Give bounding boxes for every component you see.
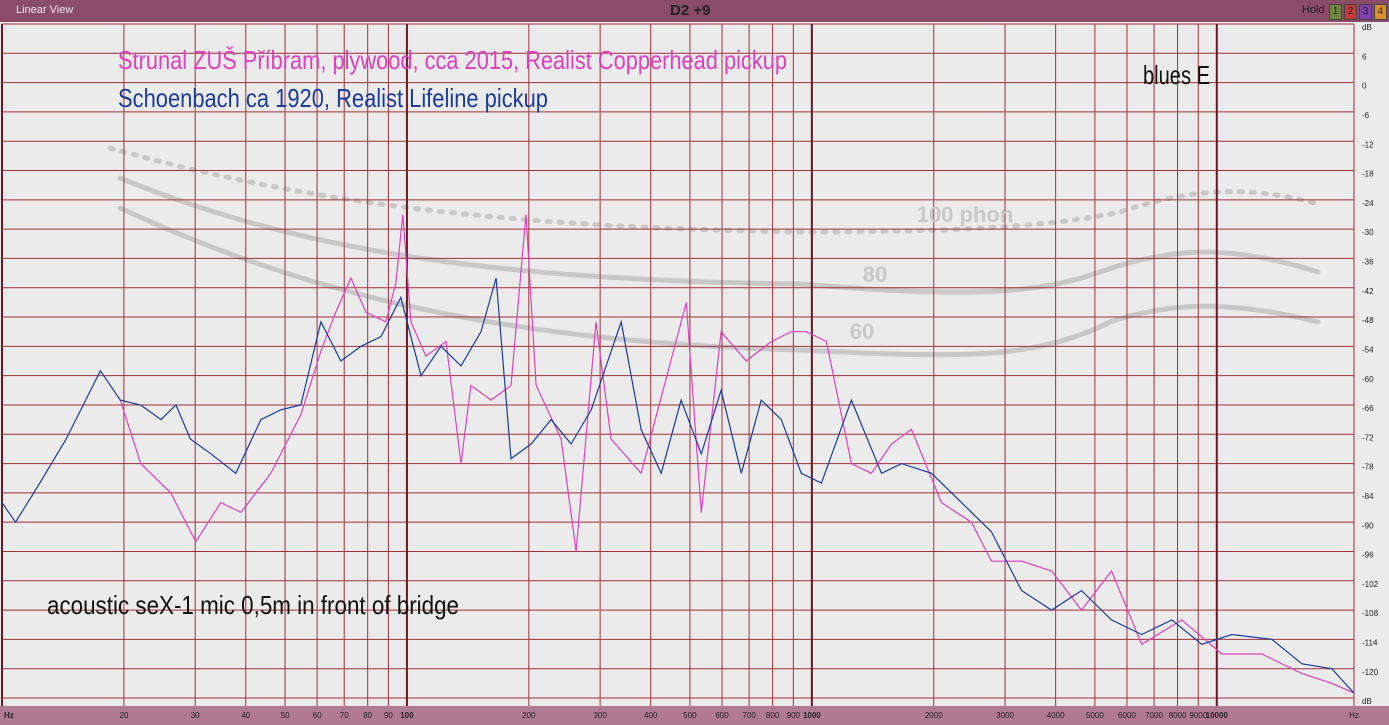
x-tick-label: 90 <box>384 711 393 720</box>
x-tick-label: 70 <box>340 711 349 720</box>
x-tick-label: Hz <box>1349 711 1359 720</box>
view-label: Linear View <box>16 4 74 16</box>
y-tick-label: -54 <box>1362 345 1374 354</box>
hold-label: Hold <box>1302 4 1325 16</box>
legend-entry: Schoenbach ca 1920, Realist Lifeline pic… <box>118 83 548 113</box>
series-line <box>1 277 1355 694</box>
y-tick-label: 0 <box>1362 82 1367 91</box>
x-tick-label: 3000 <box>996 711 1014 720</box>
x-tick-label: 200 <box>522 711 536 720</box>
x-tick-label: 100 <box>400 711 414 720</box>
toolbar: Linear View D2 +9 Hold 1 2 3 4 <box>0 0 1389 22</box>
phon-curves <box>107 145 1321 358</box>
x-tick-label: 600 <box>715 711 729 720</box>
x-tick-label: 50 <box>281 711 290 720</box>
y-tick-label: -30 <box>1362 228 1374 237</box>
y-tick-label: -102 <box>1362 580 1379 589</box>
x-tick-label: 6000 <box>1118 711 1136 720</box>
y-tick-label: -90 <box>1362 521 1374 530</box>
y-tick-label: -36 <box>1362 258 1374 267</box>
chart: 100 phon 80 60 blues E acoustic seX-1 mi… <box>0 23 1389 725</box>
legend-entry: Strunal ZUŠ Příbram, plywood, cca 2015, … <box>118 45 787 75</box>
x-tick-label: 400 <box>644 711 658 720</box>
channel-button[interactable]: 2 <box>1344 4 1357 20</box>
y-tick-label: -108 <box>1362 609 1379 618</box>
annotation: blues E <box>1143 60 1210 90</box>
phon-label: 100 phon <box>917 202 1014 227</box>
y-tick-label: -66 <box>1362 404 1374 413</box>
channel-button[interactable]: 3 <box>1359 4 1372 20</box>
x-tick-label: 80 <box>363 711 372 720</box>
x-tick-label: 30 <box>191 711 200 720</box>
y-tick-label: -6 <box>1362 111 1370 120</box>
y-tick-label: -120 <box>1362 668 1379 677</box>
x-tick-label: 9000 <box>1189 711 1207 720</box>
x-tick-label: Hz <box>4 711 14 720</box>
x-tick-label: 20 <box>119 711 128 720</box>
x-tick-label: 10000 <box>1206 711 1229 720</box>
x-tick-label: 1000 <box>803 711 821 720</box>
x-tick-label: 300 <box>593 711 607 720</box>
y-tick-label: -72 <box>1362 433 1374 442</box>
y-tick-label: -24 <box>1362 199 1374 208</box>
y-tick-label: dB <box>1362 697 1372 706</box>
grid <box>1 23 1355 706</box>
x-tick-label: 500 <box>683 711 697 720</box>
series-line <box>119 214 1355 694</box>
y-tick-label: -12 <box>1362 140 1374 149</box>
y-tick-label: dB <box>1362 23 1372 32</box>
y-tick-label: -42 <box>1362 287 1374 296</box>
phon-label: 80 <box>863 262 887 287</box>
y-tick-label: -60 <box>1362 375 1374 384</box>
x-tick-label: 2000 <box>925 711 943 720</box>
x-tick-label: 40 <box>241 711 250 720</box>
x-tick-label: 900 <box>787 711 801 720</box>
x-tick-label: 7000 <box>1145 711 1163 720</box>
annotation: acoustic seX-1 mic 0,5m in front of brid… <box>47 590 459 620</box>
channel-button[interactable]: 1 <box>1329 4 1342 20</box>
y-tick-label: -48 <box>1362 316 1374 325</box>
x-tick-label: 8000 <box>1169 711 1187 720</box>
y-tick-label: -84 <box>1362 492 1374 501</box>
x-axis-strip <box>0 706 1389 725</box>
x-tick-label: 700 <box>742 711 756 720</box>
y-tick-label: -96 <box>1362 551 1374 560</box>
x-tick-label: 800 <box>766 711 780 720</box>
y-tick-label: 6 <box>1362 52 1367 61</box>
x-tick-label: 4000 <box>1047 711 1065 720</box>
x-tick-label: 60 <box>313 711 322 720</box>
toolbar-title: D2 +9 <box>670 2 711 19</box>
y-tick-label: -78 <box>1362 463 1374 472</box>
phon-label: 60 <box>850 319 874 344</box>
y-tick-label: -114 <box>1362 639 1378 648</box>
x-tick-label: 5000 <box>1086 711 1104 720</box>
y-tick-label: -18 <box>1362 170 1374 179</box>
channel-button[interactable]: 4 <box>1374 4 1387 20</box>
